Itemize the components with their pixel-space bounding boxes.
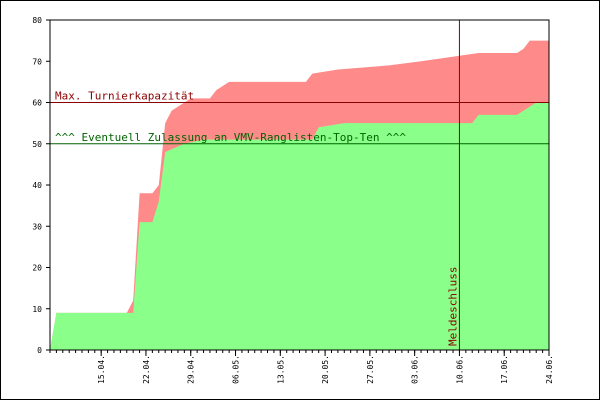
y-tick-label: 60 <box>32 99 42 108</box>
reference-line-label-2: ^^^ Eventuell Zulassung an VMV-Rangliste… <box>55 131 406 144</box>
x-tick-label: 20.05. <box>321 355 330 384</box>
reference-line-layer <box>50 20 549 350</box>
x-tick-label: 13.05. <box>276 355 285 384</box>
x-tick-label: 22.04. <box>142 355 151 384</box>
x-tick-label: 15.04. <box>97 355 106 384</box>
y-tick-label: 0 <box>37 346 42 355</box>
x-tick-label: 24.06. <box>545 355 554 384</box>
x-tick-label: 27.05. <box>366 355 375 384</box>
reference-line-label-1: Max. Turnierkapazität <box>55 90 194 103</box>
annotation-layer: Max. Turnierkapazität ^^^ Eventuell Zulas… <box>55 90 459 347</box>
y-tick-label: 70 <box>32 57 42 66</box>
y-tick-label: 10 <box>32 305 42 314</box>
area-series-2 <box>50 102 549 350</box>
axes-layer: 0 10 20 30 40 50 60 70 80 15.04. 22.04. 29.04. 06.05… <box>32 16 554 384</box>
y-tick-label: 30 <box>32 222 42 231</box>
y-tick-label: 50 <box>32 140 42 149</box>
x-tick-label: 29.04. <box>187 355 196 384</box>
vertical-line-label-1: Meldeschluss <box>446 267 459 346</box>
x-tick-label: 06.05. <box>232 355 241 384</box>
area-layer <box>50 40 549 350</box>
x-tick-label: 17.06. <box>500 355 509 384</box>
y-tick-label: 20 <box>32 264 42 273</box>
y-tick-label: 80 <box>32 16 42 25</box>
x-tick-label: 03.06. <box>411 355 420 384</box>
x-tick-label: 10.06. <box>455 355 464 384</box>
y-tick-label: 40 <box>32 181 42 190</box>
